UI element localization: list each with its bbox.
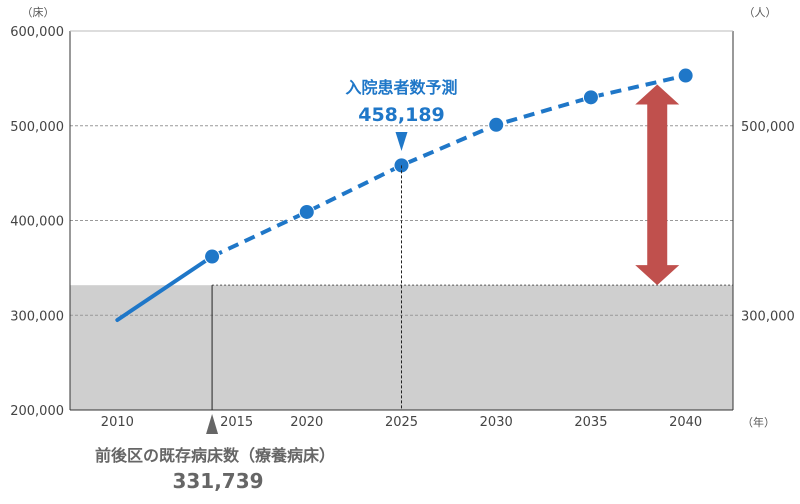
data-point-2020 bbox=[298, 203, 315, 220]
y-left-tick-1: 300,000 bbox=[10, 309, 64, 324]
x-tick-5: 2035 bbox=[574, 415, 607, 430]
text-layer: 200,000 300,000 400,000 500,000 600,000 300,0… bbox=[10, 5, 795, 493]
series-solid-line bbox=[115, 254, 215, 322]
data-point-2035 bbox=[582, 89, 599, 106]
projection-callout-value: 458,189 bbox=[358, 104, 445, 126]
axis-layer bbox=[69, 30, 734, 411]
x-tick-1: 2015 bbox=[220, 415, 253, 430]
existing-beds-label: 前後区の既存病床数（療養病床） bbox=[95, 446, 335, 465]
existing-beds-pointer bbox=[206, 414, 219, 434]
gap-double-arrow bbox=[635, 84, 680, 286]
data-point-2040 bbox=[677, 67, 694, 84]
right-unit-label: （人） bbox=[744, 6, 777, 19]
annotation-layer bbox=[206, 84, 680, 434]
x-tick-4: 2030 bbox=[480, 415, 513, 430]
x-tick-2: 2020 bbox=[290, 415, 323, 430]
x-tick-3: 2025 bbox=[385, 415, 418, 430]
projection-callout-title: 入院患者数予測 bbox=[345, 78, 457, 97]
y-left-tick-4: 600,000 bbox=[10, 25, 64, 40]
data-point-2015 bbox=[204, 248, 221, 265]
y-left-tick-3: 500,000 bbox=[10, 120, 64, 135]
x-unit-label: （年） bbox=[742, 415, 775, 429]
series-dashed-line bbox=[211, 73, 687, 259]
x-tick-0: 2010 bbox=[101, 415, 134, 430]
y-left-tick-2: 400,000 bbox=[10, 215, 64, 230]
series-layer bbox=[115, 67, 694, 322]
existing-beds-value: 331,739 bbox=[172, 469, 263, 493]
x-tick-6: 2040 bbox=[669, 415, 702, 430]
y-right-tick-0: 300,000 bbox=[741, 309, 795, 324]
data-point-2030 bbox=[488, 116, 505, 133]
y-right-tick-1: 500,000 bbox=[741, 120, 795, 135]
left-unit-label: （床） bbox=[22, 5, 55, 19]
projection-callout-pointer bbox=[395, 132, 408, 151]
y-left-tick-0: 200,000 bbox=[10, 404, 64, 419]
